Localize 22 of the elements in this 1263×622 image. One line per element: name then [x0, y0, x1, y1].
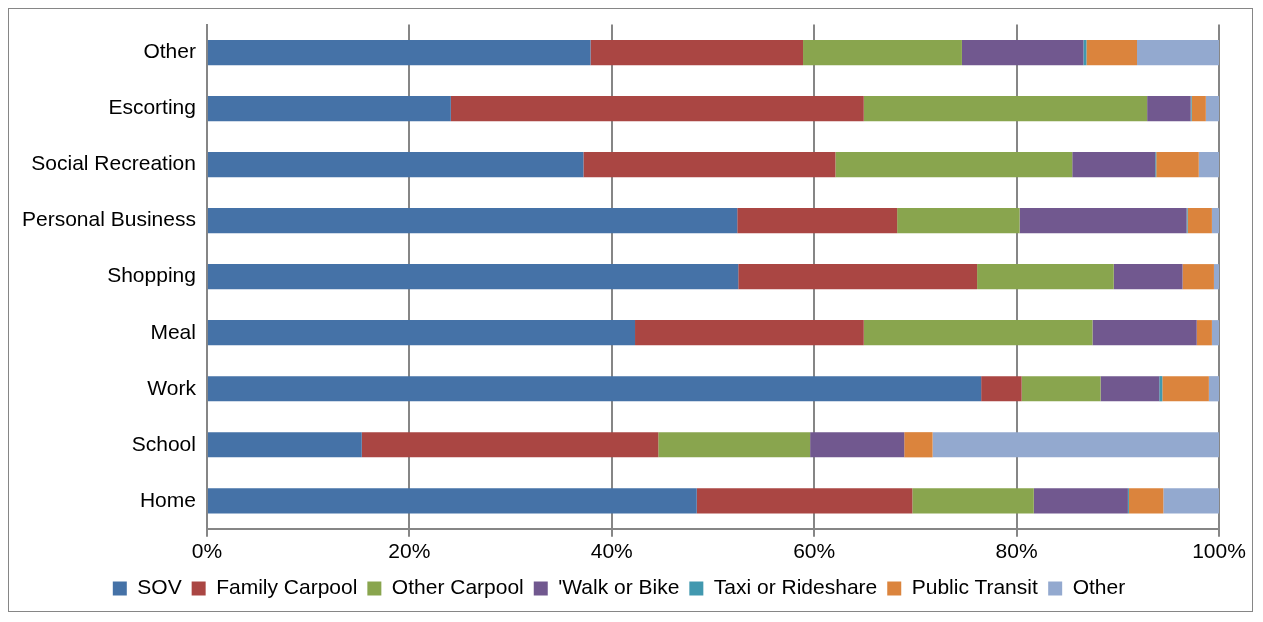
- y-tick-label: School: [131, 431, 196, 455]
- legend-label: Family Carpool: [216, 575, 358, 599]
- legend-label: 'Walk or Bike: [558, 575, 680, 599]
- y-tick-label: Other: [143, 39, 196, 63]
- y-tick-label: Personal Business: [21, 207, 196, 231]
- legend-label: Other Carpool: [391, 575, 524, 599]
- x-tick-label: 20%: [388, 539, 431, 563]
- x-tick-label: 0%: [191, 539, 223, 563]
- legend-label: Other: [1072, 575, 1126, 599]
- y-tick-label: Social Recreation: [31, 151, 196, 175]
- y-tick-label: Work: [147, 375, 197, 399]
- x-tick-label: 80%: [995, 539, 1038, 563]
- legend-label: Taxi or Rideshare: [713, 575, 878, 599]
- legend-label: Public Transit: [911, 575, 1038, 599]
- x-tick-label: 100%: [1192, 539, 1246, 563]
- y-tick-label: Home: [139, 487, 196, 511]
- y-tick-label: Meal: [150, 319, 196, 343]
- x-tick-label: 60%: [793, 539, 836, 563]
- y-tick-label: Shopping: [107, 263, 196, 287]
- x-tick-label: 40%: [590, 539, 633, 563]
- y-tick-label: Escorting: [108, 95, 196, 119]
- legend-label: SOV: [137, 575, 182, 599]
